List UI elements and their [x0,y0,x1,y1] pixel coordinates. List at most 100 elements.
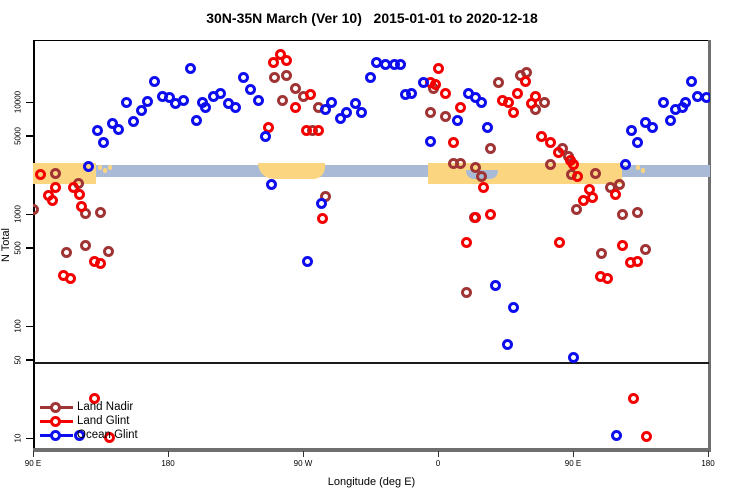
data-point-land-nadir [95,206,107,218]
data-point-land-glint [627,392,639,404]
legend-label: Ocean Glint [77,429,138,441]
data-point-ocean-glint [405,87,417,99]
data-point-ocean-glint [177,94,189,106]
data-point-land-glint [73,189,85,201]
data-point-land-glint [35,169,47,181]
data-point-land-nadir [616,208,628,220]
x-tick-label: 90 E [24,459,42,468]
data-point-ocean-glint [625,124,637,136]
legend-row-land-glint: Land Glint [38,414,208,428]
y-tick-label: 10 [13,433,23,443]
data-point-ocean-glint [475,96,487,108]
y-axis-title: N Total [0,227,12,263]
data-point-land-glint [290,101,302,113]
data-point-land-glint [586,192,598,204]
plot-border-top [33,40,711,41]
legend: Land Nadir Land Glint Ocean Glint [38,400,208,442]
data-point-ocean-glint [259,131,271,143]
data-point-ocean-glint [680,96,692,108]
data-point-land-glint [552,147,564,159]
data-point-land-glint [535,130,547,142]
data-point-ocean-glint [685,76,697,88]
x-axis-bar [33,448,711,452]
data-point-land-glint [75,201,87,213]
data-point-land-nadir [492,77,504,89]
data-point-ocean-glint [632,137,644,149]
data-point-land-glint [601,273,613,285]
data-point-land-glint [429,79,441,91]
legend-row-land-nadir: Land Nadir [38,400,208,414]
data-point-land-glint [617,240,629,252]
data-point-ocean-glint [664,114,676,126]
data-point-ocean-glint [325,96,337,108]
x-tick-label: 180 [161,459,175,468]
x-tick-label: 0 [435,459,441,468]
data-point-land-glint [477,181,489,193]
data-point-ocean-glint [302,255,314,267]
scatter-points-layer [33,40,710,450]
data-point-land-nadir [590,167,602,179]
data-point-land-glint [432,62,444,74]
x-tick [167,451,169,457]
data-point-land-glint [95,258,107,270]
y-tick [26,213,33,215]
data-point-ocean-glint [252,94,264,106]
land-islands-japan-west [102,168,107,173]
data-point-land-glint [529,91,541,103]
data-point-ocean-glint [97,137,109,149]
data-point-land-nadir [613,178,625,190]
data-point-land-glint [485,208,497,220]
data-point-ocean-glint [141,95,153,107]
data-point-land-glint [267,57,279,69]
data-point-ocean-glint [489,279,501,291]
data-point-land-glint [304,89,316,101]
land-islands-japan-west [107,165,112,170]
chart-title: 30N-35N March (Ver 10) 2015-01-01 to 202… [206,10,538,26]
x-tick-label: 90 W [293,459,313,468]
legend-marker-icon [50,430,61,441]
data-point-ocean-glint [395,59,407,71]
x-tick [32,451,34,457]
land-islands-japan-east [641,168,645,173]
data-point-land-nadir [50,167,62,179]
data-point-ocean-glint [320,104,332,116]
data-point-ocean-glint [185,62,197,74]
land-islands-japan-east [636,165,640,170]
data-point-land-nadir [440,111,452,123]
data-point-land-glint [507,106,519,118]
y-tick [26,325,33,327]
data-point-ocean-glint [74,429,86,441]
data-point-ocean-glint [265,178,277,190]
x-tick-label: 180 [701,459,715,468]
data-point-land-nadir [102,246,114,258]
data-point-land-nadir [281,69,293,81]
data-point-land-glint [631,256,643,268]
data-point-land-nadir [470,162,482,174]
data-point-land-nadir [276,94,288,106]
data-point-ocean-glint [611,429,623,441]
data-point-ocean-glint [452,114,464,126]
data-point-ocean-glint [567,352,579,364]
data-point-land-nadir [268,71,280,83]
data-point-ocean-glint [127,115,139,127]
y-tick [26,135,33,137]
data-point-land-nadir [290,82,302,94]
land-islands-japan-west [97,165,102,170]
data-point-ocean-glint [364,72,376,84]
data-point-land-glint [554,237,566,249]
x-tick [302,451,304,457]
legend-label: Land Nadir [77,401,134,413]
data-point-ocean-glint [424,136,436,148]
data-point-ocean-glint [315,197,327,209]
data-point-land-glint [281,54,293,66]
data-point-land-nadir [60,247,72,259]
data-point-land-nadir [596,248,608,260]
data-point-land-glint [46,195,58,207]
data-point-ocean-glint [482,121,494,133]
data-point-land-glint [502,96,514,108]
y-tick-label: 5000 [13,126,23,145]
data-point-land-glint [317,212,329,224]
x-axis-title: Longitude (deg E) [327,476,416,488]
y-tick [26,101,33,103]
data-point-land-nadir [539,96,551,108]
